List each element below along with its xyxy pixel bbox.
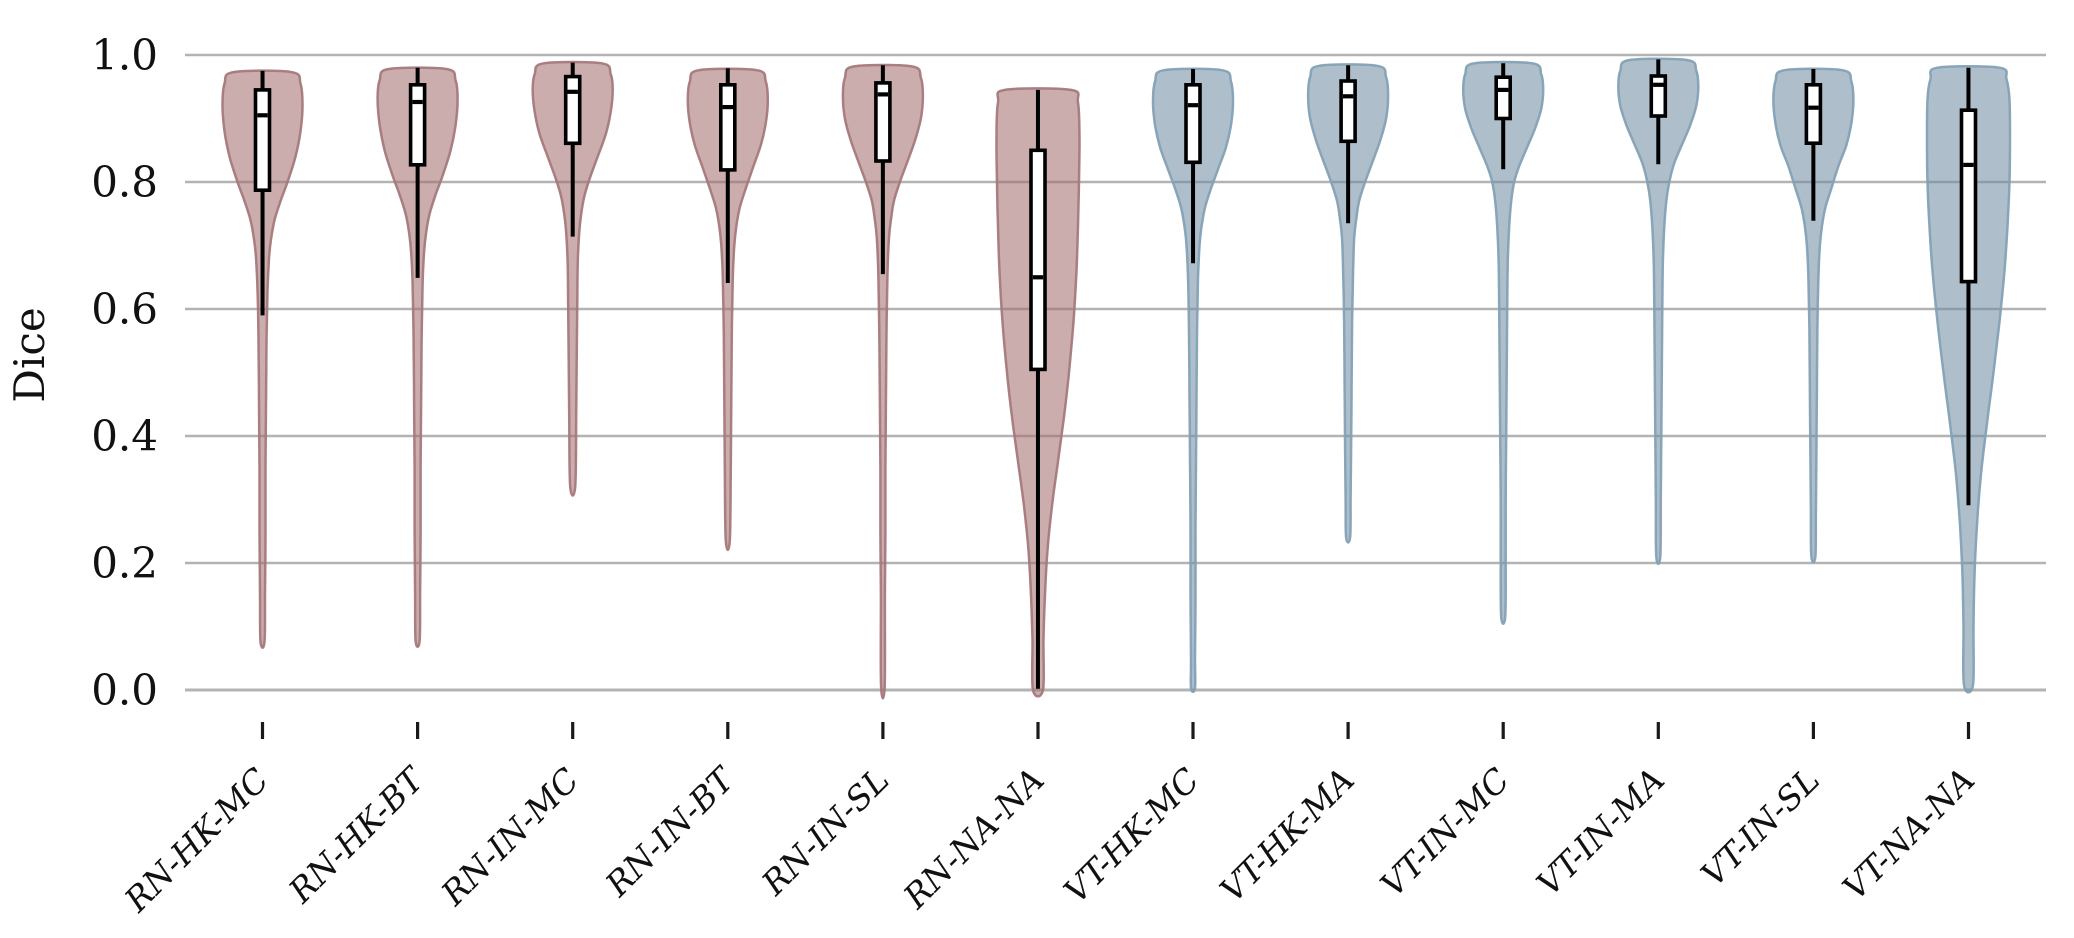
violin-body: [1151, 67, 1235, 694]
violin-group-VT-IN-SL: [1772, 67, 1855, 564]
box: [1184, 83, 1202, 165]
violin-body: [686, 67, 770, 552]
box: [563, 74, 582, 146]
box: [1339, 79, 1357, 144]
violin-group-VT-HK-MA: [1306, 63, 1390, 544]
violin-group-RN-HK-BT: [376, 66, 459, 649]
violin-body: [1306, 63, 1390, 544]
violin-group-RN-NA-NA: [995, 87, 1081, 698]
violin-body: [376, 66, 459, 649]
y-tick-label: 1.0: [91, 31, 158, 80]
violin-body: [1461, 60, 1545, 625]
gridlines: [185, 53, 2046, 692]
box: [1029, 148, 1047, 372]
box: [1494, 75, 1512, 121]
violin-group-VT-IN-MA: [1617, 57, 1700, 566]
box: [718, 83, 737, 172]
y-axis-label: Dice: [5, 307, 54, 402]
violin-body: [1772, 67, 1855, 564]
y-tick-label: 0.6: [91, 285, 158, 334]
box: [1649, 74, 1668, 118]
box: [1959, 108, 1978, 284]
box: [253, 88, 272, 193]
violin-group-RN-IN-BT: [686, 67, 770, 552]
box: [874, 81, 892, 163]
violin-group-VT-NA-NA: [1925, 65, 2012, 694]
box: [408, 83, 427, 167]
violin-body: [841, 63, 925, 700]
y-tick-labels: 0.0 0.2 0.4 0.6 0.8 1.0: [91, 31, 158, 715]
violin-group-VT-IN-MC: [1461, 60, 1545, 625]
y-tick-label: 0.0: [91, 666, 158, 715]
violin-group-VT-HK-MC: [1151, 67, 1235, 694]
violin-group-RN-HK-MC: [221, 69, 304, 649]
y-tick-label: 0.4: [91, 412, 158, 461]
y-tick-label: 0.8: [91, 158, 158, 207]
x-ticks: [260, 722, 1971, 739]
y-tick-label: 0.2: [91, 539, 158, 588]
violin-body: [221, 69, 304, 649]
violin-group-RN-IN-SL: [841, 63, 925, 700]
violin-body: [531, 60, 614, 497]
violin-group-RN-IN-MC: [531, 60, 614, 497]
violin-body: [1617, 57, 1700, 566]
box: [1804, 83, 1823, 146]
